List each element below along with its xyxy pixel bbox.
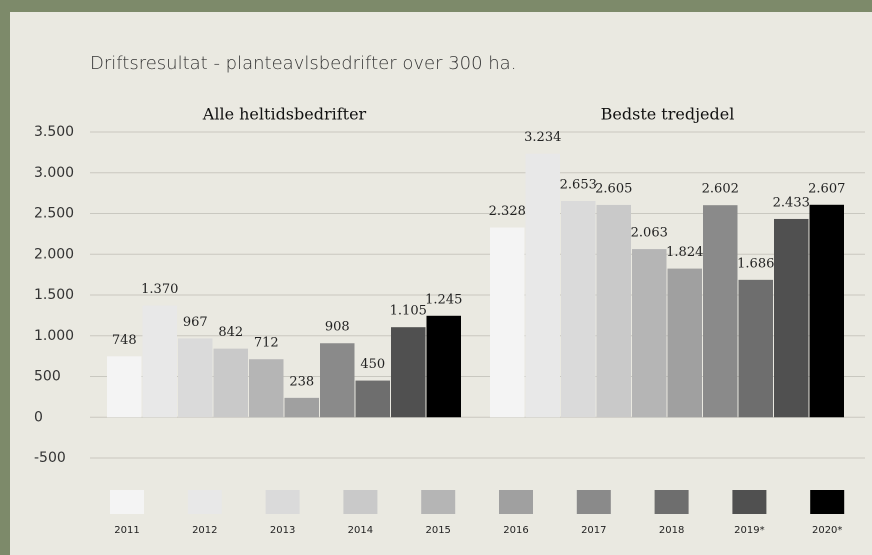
bar (249, 359, 284, 417)
legend-label: 2017 (581, 525, 606, 536)
y-tick-label: 500 (34, 369, 61, 385)
legend-label: 2012 (192, 525, 217, 536)
value-label: 1.105 (390, 304, 427, 319)
bar (810, 205, 845, 417)
value-label: 450 (360, 357, 385, 372)
bar (320, 343, 355, 417)
y-tick-label: 3.500 (34, 124, 74, 140)
bar (774, 219, 809, 417)
y-tick-label: -500 (34, 450, 66, 466)
legend-swatch (343, 490, 377, 514)
value-label: 908 (325, 320, 350, 335)
legend-swatch (421, 490, 455, 514)
value-label: 748 (112, 333, 137, 348)
y-tick-label: 0 (34, 409, 43, 425)
legend-label: 2015 (425, 525, 450, 536)
value-label: 2.602 (702, 182, 739, 197)
bar (143, 306, 178, 418)
group-label: Alle heltidsbedrifter (202, 105, 367, 124)
bar (526, 154, 561, 418)
bar (739, 280, 774, 417)
bar (597, 205, 632, 417)
bar (356, 381, 391, 418)
value-label: 1.370 (141, 282, 178, 297)
value-label: 2.433 (773, 195, 810, 210)
y-tick-label: 1.500 (34, 287, 74, 303)
value-label: 3.234 (524, 130, 561, 145)
legend-swatch (655, 490, 689, 514)
legend-swatch (499, 490, 533, 514)
value-label: 2.063 (631, 226, 668, 241)
bar (490, 228, 525, 418)
group-label: Bedste tredjedel (601, 105, 735, 124)
value-label: 842 (218, 325, 243, 340)
legend-label: 2014 (348, 525, 373, 536)
value-label: 2.328 (489, 204, 526, 219)
chart-title: Driftsresultat - planteavlsbedrifter ove… (90, 53, 516, 74)
bar (561, 201, 596, 417)
y-tick-label: 1.000 (34, 328, 74, 344)
legend-swatch (188, 490, 222, 514)
legend-swatch (110, 490, 144, 514)
bar (668, 269, 703, 418)
y-tick-label: 3.000 (34, 165, 74, 181)
value-label: 2.605 (595, 181, 632, 196)
bar (285, 398, 320, 417)
legend-label: 2018 (659, 525, 684, 536)
value-label: 2.653 (560, 178, 597, 193)
bar (214, 349, 249, 418)
legend-swatch (266, 490, 300, 514)
legend-label: 2011 (114, 525, 139, 536)
value-label: 238 (289, 374, 314, 389)
bar (178, 338, 213, 417)
legend-swatch (577, 490, 611, 514)
y-tick-label: 2.000 (34, 246, 74, 262)
legend-label: 2019* (734, 525, 764, 536)
legend-swatch (732, 490, 766, 514)
legend-swatch (810, 490, 844, 514)
bar (703, 205, 738, 417)
legend-label: 2016 (503, 525, 528, 536)
page: Driftsresultat - planteavlsbedrifter ove… (0, 0, 872, 555)
value-label: 712 (254, 336, 279, 351)
value-label: 967 (183, 315, 208, 330)
y-tick-label: 2.500 (34, 206, 74, 222)
legend-label: 2013 (270, 525, 295, 536)
value-label: 1.686 (737, 256, 774, 271)
bar (391, 327, 426, 417)
legend-label: 2020* (812, 525, 842, 536)
value-label: 1.245 (425, 292, 462, 307)
bar (632, 249, 667, 417)
value-label: 1.824 (666, 245, 703, 260)
bar (107, 356, 142, 417)
bar (427, 316, 462, 417)
chart: Driftsresultat - planteavlsbedrifter ove… (0, 0, 872, 555)
value-label: 2.607 (808, 181, 845, 196)
